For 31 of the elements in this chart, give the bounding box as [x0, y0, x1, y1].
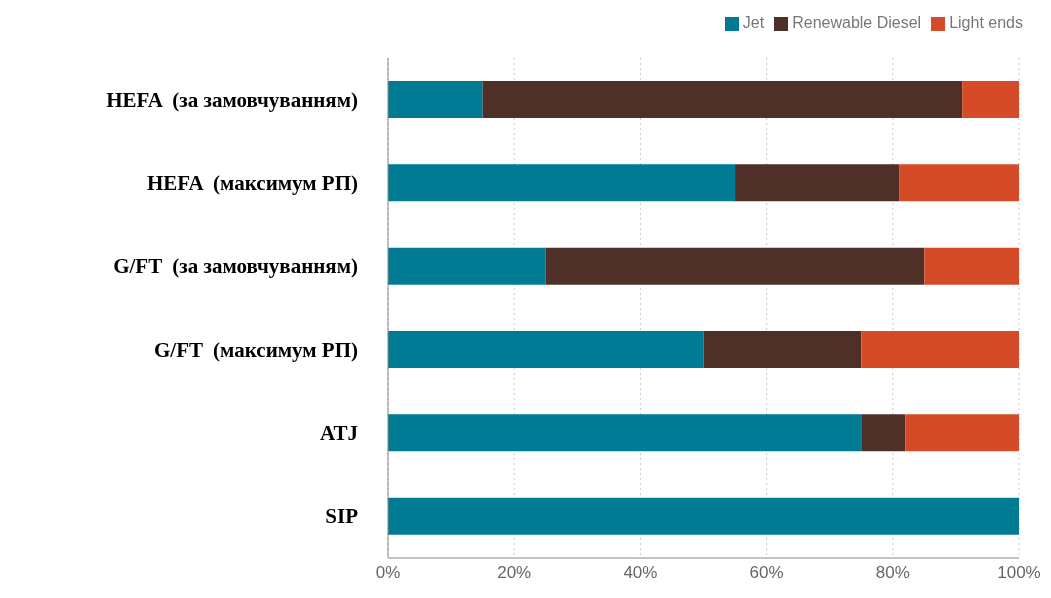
bar — [388, 81, 483, 118]
bar — [924, 247, 1019, 285]
legend-label: Jet — [742, 14, 765, 31]
y-tick-label: HEFA (за замовчуванням) — [106, 87, 358, 112]
bar — [388, 164, 736, 202]
bar — [861, 414, 906, 452]
bar — [388, 331, 704, 368]
bar — [861, 331, 1019, 368]
y-tick-label: G/FT (максимум РП) — [153, 337, 358, 362]
bar — [703, 331, 862, 368]
bar — [905, 414, 1019, 452]
x-tick-label: 100% — [997, 563, 1041, 583]
bar — [545, 247, 925, 285]
y-tick-label: ATJ — [319, 421, 358, 445]
y-tick-label: HEFA (максимум РП) — [146, 171, 358, 195]
bar — [735, 164, 900, 202]
x-tick-label: 60% — [749, 563, 784, 583]
bar — [388, 247, 546, 285]
x-tick-label: 0% — [375, 563, 401, 583]
bar — [388, 497, 1019, 535]
y-tick-label: G/FT (за замовчуванням) — [113, 254, 358, 279]
x-tick-label: 20% — [497, 563, 532, 583]
y-tick-label: SIP — [325, 504, 359, 529]
legend-label: Light ends — [949, 14, 1023, 31]
x-tick-label: 80% — [875, 563, 910, 583]
bar — [482, 81, 963, 118]
bar — [962, 81, 1019, 118]
bar — [388, 414, 862, 452]
x-tick-label: 40% — [623, 563, 658, 583]
bar — [899, 164, 1019, 202]
legend-label: Renewable Diesel — [792, 14, 922, 31]
